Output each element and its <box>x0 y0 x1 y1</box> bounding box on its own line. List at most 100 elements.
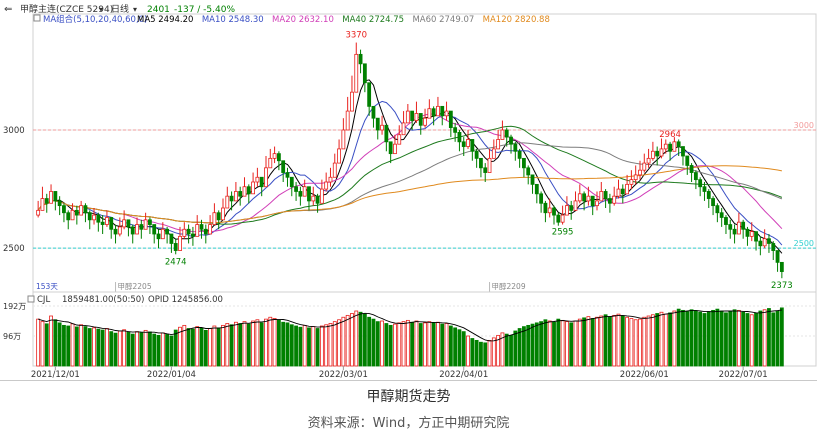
candle-body <box>100 221 105 225</box>
candle-body <box>298 191 303 197</box>
candle <box>586 186 591 206</box>
dropdown-icon[interactable]: ▾ <box>99 5 103 14</box>
candle-body <box>182 228 187 237</box>
candle <box>92 208 96 225</box>
candle-body <box>595 200 599 207</box>
candle <box>453 122 458 142</box>
volume-bar <box>268 316 273 367</box>
candle <box>659 138 664 159</box>
candle <box>354 42 359 93</box>
ma-legend-item: MA120 2820.88 <box>483 15 550 25</box>
volume-bar <box>461 331 466 367</box>
candle-body <box>229 195 234 202</box>
candle-body <box>552 207 556 216</box>
candle-body <box>496 139 501 150</box>
figure-title: 甲醇期货走势 <box>366 389 451 405</box>
volume-bar <box>436 321 440 367</box>
volume-bar <box>530 323 535 367</box>
candle <box>259 176 264 197</box>
candle <box>711 196 715 216</box>
volume-bar <box>504 333 509 367</box>
volume-bar <box>749 314 754 367</box>
candle <box>479 157 483 178</box>
candle <box>212 203 217 225</box>
candle <box>83 203 88 223</box>
candle <box>229 191 234 211</box>
candle <box>302 179 307 197</box>
volume-bar <box>272 318 277 367</box>
volume-bar <box>440 323 445 367</box>
candle-body <box>650 150 655 159</box>
candle-body <box>92 214 96 221</box>
candle-body <box>483 167 488 173</box>
volume-bar <box>350 313 354 367</box>
candle-body <box>457 131 462 143</box>
back-arrow-icon[interactable]: ⇐ <box>4 4 12 15</box>
volume-bar <box>659 311 664 367</box>
candle <box>625 174 629 195</box>
candle <box>199 219 204 239</box>
candle <box>552 205 556 225</box>
volume-bar <box>233 321 238 367</box>
candle-body <box>345 110 350 131</box>
volume-bar <box>49 315 53 367</box>
price-tick-label: 2500 <box>3 244 25 254</box>
volume-bar <box>79 324 84 367</box>
candle-body <box>160 228 165 240</box>
volume-bar <box>139 332 144 367</box>
candle-body <box>53 191 58 202</box>
candle <box>371 105 376 128</box>
volume-bar <box>328 323 333 367</box>
price-panel: 2500 3000 3000 2500 3370 2474 2595 2964 2373 153天… <box>3 13 817 293</box>
candle-body <box>156 233 161 240</box>
candle-body <box>556 214 561 223</box>
candle-body <box>663 143 668 150</box>
candle <box>470 139 475 161</box>
volume-bar <box>633 319 638 367</box>
candle-body <box>105 217 109 225</box>
candle <box>191 226 195 246</box>
symbol-name[interactable]: 甲醇主连(CZCE 5294) <box>20 3 113 15</box>
candle <box>577 184 582 204</box>
volume-bar <box>418 323 423 367</box>
volume-bar <box>560 319 565 367</box>
candle-body <box>603 191 608 199</box>
candle-body <box>199 224 204 230</box>
candle <box>612 186 617 206</box>
candle-body <box>745 228 750 237</box>
candle <box>367 82 372 116</box>
reference-line-label: 3000 <box>794 121 814 130</box>
volume-bar <box>681 309 685 367</box>
candle-body <box>487 157 492 173</box>
ma-group-label[interactable]: MA组合(5,10,20,40,60,0) <box>43 14 147 25</box>
volume-bar <box>625 316 629 367</box>
candle <box>517 148 522 168</box>
candle-body <box>767 238 771 244</box>
candle <box>255 167 260 187</box>
candle <box>143 212 148 230</box>
volume-bar <box>470 338 475 367</box>
volume-bar <box>612 314 617 367</box>
volume-bar <box>173 329 178 367</box>
volume-bar <box>307 327 311 367</box>
volume-bar <box>650 314 655 367</box>
candle-body <box>676 141 681 147</box>
period-dropdown-icon[interactable]: ▾ <box>133 5 137 14</box>
candle-body <box>749 231 754 237</box>
volume-bar <box>264 318 268 367</box>
period-label[interactable]: 日线 <box>111 3 129 15</box>
candle <box>117 217 122 237</box>
candle <box>607 193 612 213</box>
candle-body <box>225 195 230 209</box>
volume-bar <box>453 327 458 367</box>
candle <box>736 212 741 235</box>
volume-bar <box>423 322 427 367</box>
volume-legend-name[interactable]: CJL <box>37 295 50 305</box>
candle <box>87 210 92 230</box>
candle <box>401 111 406 136</box>
candle <box>633 165 638 185</box>
volume-bar <box>70 323 75 367</box>
volume-bar <box>362 313 367 367</box>
volume-bar <box>582 317 587 367</box>
volume-bar <box>160 332 165 367</box>
